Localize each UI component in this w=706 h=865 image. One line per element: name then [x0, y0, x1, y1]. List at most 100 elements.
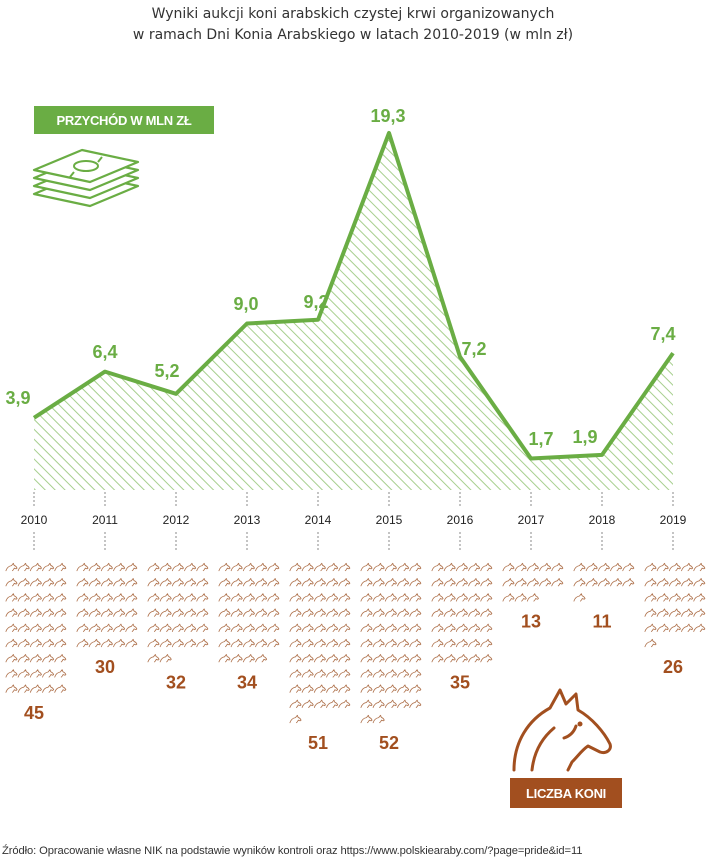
horse-pictogram	[88, 608, 101, 617]
horse-pictogram	[230, 608, 243, 617]
horse-pictogram	[668, 593, 681, 602]
horse-pictogram	[184, 608, 197, 617]
horse-pictogram	[668, 623, 681, 632]
horse-pictogram	[360, 654, 373, 663]
horse-pictogram	[360, 593, 373, 602]
horse-pictogram	[397, 638, 410, 648]
horse-pictogram	[184, 623, 197, 632]
horse-pictogram	[409, 699, 422, 708]
horse-pictogram	[313, 654, 326, 663]
horse-pictogram	[526, 593, 539, 602]
horse-pictogram	[54, 593, 67, 602]
horse-pictogram	[313, 638, 326, 648]
horse-pictogram	[681, 562, 694, 572]
horse-pictogram	[196, 608, 209, 617]
horse-pictogram	[409, 608, 422, 617]
horse-pictogram	[480, 578, 493, 587]
horse-pictogram	[372, 623, 385, 632]
horse-pictogram	[267, 578, 280, 587]
horse-pictogram-group	[431, 562, 493, 663]
horse-pictogram	[656, 608, 669, 617]
horse-pictogram	[42, 578, 55, 587]
horse-pictogram	[267, 623, 280, 632]
horse-pictogram	[5, 654, 18, 663]
horse-pictogram	[693, 593, 706, 602]
horse-pictogram	[242, 623, 255, 632]
horse-pictogram	[360, 699, 373, 708]
horse-pictogram	[360, 638, 373, 648]
horse-pictogram	[42, 593, 55, 602]
horse-pictogram	[668, 608, 681, 617]
horse-pictogram	[125, 593, 138, 602]
horse-pictogram	[289, 684, 302, 693]
horse-pictogram-group	[573, 562, 635, 602]
horse-pictogram	[171, 578, 184, 587]
horse-pictogram	[159, 608, 172, 617]
horse-pictogram	[585, 562, 598, 572]
horse-pictogram	[42, 638, 55, 648]
horse-pictogram	[76, 593, 89, 602]
horse-pictogram	[431, 562, 444, 572]
horse-pictogram-group	[218, 562, 280, 663]
horse-pictogram	[289, 593, 302, 602]
revenue-value-label: 9,2	[303, 292, 328, 312]
horse-pictogram	[539, 578, 552, 587]
horse-pictogram	[29, 654, 42, 663]
horse-pictogram	[514, 593, 527, 602]
horse-pictogram	[397, 578, 410, 587]
horse-pictogram	[242, 578, 255, 587]
revenue-line	[32, 130, 675, 461]
horse-pictogram	[171, 638, 184, 648]
horse-pictogram	[147, 562, 160, 572]
horse-pictogram	[409, 638, 422, 648]
horse-pictogram	[693, 623, 706, 632]
horse-count-label: 35	[450, 672, 470, 692]
horse-pictogram	[409, 623, 422, 632]
horse-pictogram	[88, 623, 101, 632]
horse-pictogram	[218, 593, 231, 602]
horse-count-label: 34	[237, 672, 257, 692]
horse-pictogram	[573, 578, 586, 587]
horse-pictogram	[313, 684, 326, 693]
horse-pictogram	[526, 562, 539, 572]
horse-pictogram	[397, 562, 410, 572]
horse-pictogram	[443, 638, 456, 648]
horse-pictogram	[326, 638, 339, 648]
horse-pictogram	[693, 578, 706, 587]
horse-pictogram	[431, 623, 444, 632]
horse-pictogram	[17, 684, 30, 693]
horse-pictogram	[573, 593, 586, 602]
horse-pictogram	[100, 638, 113, 648]
horse-pictogram	[372, 669, 385, 678]
horse-pictogram	[681, 578, 694, 587]
horse-pictogram-group	[289, 562, 351, 724]
horse-pictogram	[17, 593, 30, 602]
horse-pictogram	[681, 593, 694, 602]
horse-pictogram	[326, 578, 339, 587]
horse-pictogram	[431, 578, 444, 587]
horse-pictogram	[622, 578, 635, 587]
horse-pictogram	[267, 608, 280, 617]
year-tick-label: 2018	[589, 513, 616, 527]
horse-pictogram	[326, 669, 339, 678]
horse-pictogram	[409, 578, 422, 587]
horse-pictogram	[196, 638, 209, 648]
horse-pictogram	[147, 578, 160, 587]
horse-pictogram	[455, 593, 468, 602]
horse-pictogram	[338, 654, 351, 663]
horse-pictogram	[230, 623, 243, 632]
horse-pictogram	[42, 623, 55, 632]
horse-pictogram	[218, 578, 231, 587]
horse-count-label: 51	[308, 733, 328, 753]
horse-pictogram	[397, 593, 410, 602]
horse-pictogram	[468, 608, 481, 617]
horse-pictogram	[76, 578, 89, 587]
horse-pictogram	[539, 562, 552, 572]
horse-pictogram	[301, 593, 314, 602]
revenue-value-label: 5,2	[154, 361, 179, 381]
horse-pictogram	[88, 638, 101, 648]
horse-pictogram	[42, 562, 55, 572]
horse-pictogram	[289, 562, 302, 572]
horse-pictogram	[360, 623, 373, 632]
horse-pictogram	[313, 623, 326, 632]
